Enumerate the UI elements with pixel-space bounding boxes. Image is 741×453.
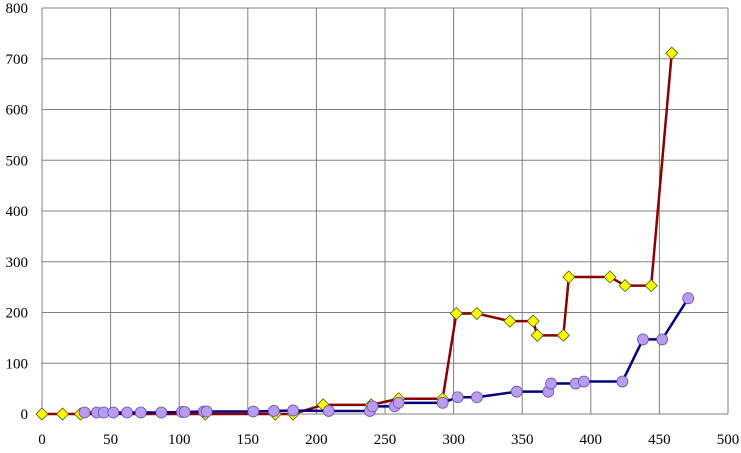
data-point-diamond [618,279,632,293]
data-point-diamond [530,328,544,342]
data-point-circle [682,292,695,305]
data-point-diamond [449,306,463,321]
y-tick-label: 300 [6,255,29,271]
data-point-circle [287,404,299,417]
data-point-circle [200,405,213,418]
data-point-circle [155,406,168,419]
y-tick-label: 100 [6,356,29,372]
series-0 [35,46,679,421]
x-tick-label: 200 [305,432,328,448]
x-tick-label: 0 [38,432,46,448]
x-tick-label: 250 [374,432,397,448]
data-point-circle [510,385,523,398]
data-point-circle [247,405,260,418]
data-point-diamond [503,314,517,328]
data-point-circle [656,333,669,346]
data-point-circle [121,406,133,419]
x-tick-label: 500 [717,432,740,448]
data-point-diamond [470,306,484,321]
x-tick-label: 350 [511,432,534,448]
y-tick-label: 700 [6,52,29,68]
y-tick-label: 400 [6,204,29,220]
data-point-diamond [603,270,617,284]
y-tick-label: 600 [6,103,29,119]
x-tick-label: 450 [648,432,671,448]
data-point-diamond [35,407,49,421]
data-point-diamond [644,279,658,293]
data-point-circle [637,333,649,346]
y-tick-label: 800 [6,1,29,17]
series-1 [78,292,695,419]
data-point-diamond [562,270,576,284]
data-point-circle [436,396,449,409]
y-tick-label: 500 [6,153,29,169]
data-point-diamond [56,407,70,421]
tick-labels: 0 50 100 150 200 250 300 350 400 450 500 0 100 200 300… [6,1,740,448]
x-tick-label: 100 [168,432,191,448]
data-point-circle [471,391,483,404]
data-point-diamond [526,314,540,328]
y-tick-label: 0 [21,407,29,423]
data-point-circle [366,400,379,413]
series-line [42,53,673,416]
data-point-circle [322,405,335,417]
data-point-circle [392,396,405,409]
y-tick-label: 200 [6,306,29,322]
x-tick-label: 50 [103,432,118,448]
x-tick-label: 400 [580,432,603,448]
data-point-circle [545,377,557,390]
data-point-circle [578,375,590,388]
data-point-circle [451,391,464,404]
data-point-diamond [556,328,570,342]
data-point-circle [78,406,91,419]
data-point-circle [178,406,191,418]
data-point-circle [134,406,147,419]
series-line [84,297,690,414]
x-tick-label: 300 [442,432,465,448]
data-point-circle [107,406,120,419]
data-point-diamond [665,46,679,60]
series-group [35,46,695,421]
x-tick-label: 150 [237,432,260,448]
data-point-circle [267,405,280,417]
data-point-circle [616,375,629,388]
grid [41,7,729,415]
